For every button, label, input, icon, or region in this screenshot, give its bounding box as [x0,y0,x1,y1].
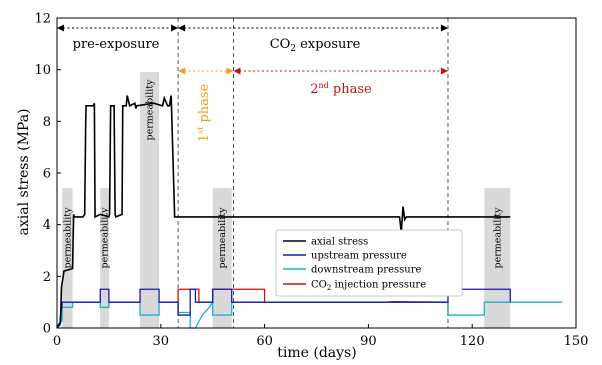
co2-exposure-label: CO2 exposure [270,37,361,54]
pre-exposure-arrow-head-right [171,24,179,32]
permeability-band [484,188,511,328]
second-phase-arrow-head-right [440,67,448,75]
legend: axial stress upstream pressure downstrea… [275,229,463,297]
y-tick-label: 6 [43,167,51,182]
permeability-band-label: permeability [100,207,111,269]
first-phase-arrow [178,67,234,75]
second-phase-arrow-head-left [233,67,241,75]
second-phase-label: 2nd phase [310,81,372,97]
first-phase-arrow-head-right [226,67,234,75]
series-line-axial-stress [56,95,511,329]
co2-exposure-arrow-head-left [178,24,186,32]
legend-label-upstream: upstream pressure [311,251,407,262]
y-tick-label: 4 [43,218,51,233]
legend-label-downstream: downstream pressure [311,265,421,276]
x-tick-label: 150 [564,334,589,349]
y-axis-title: axial stress (MPa) [16,109,32,236]
co2-exposure-arrow-head-right [440,24,448,32]
pre-exposure-arrow-head-left [57,24,64,32]
x-tick-label: 30 [153,334,170,349]
x-tick-label: 60 [256,334,273,349]
axis-ticks: 0 30 60 90 120 150 0 2 4 6 8 10 12 [34,12,588,350]
permeability-band [62,188,73,328]
series-lines [56,95,563,329]
phase-span-arrows [57,24,448,75]
permeability-band-label: permeability [62,207,73,269]
co2-exposure-arrow [178,24,448,32]
legend-label-axial-stress: axial stress [311,237,368,248]
permeability-band [100,188,109,328]
permeability-band [212,188,232,328]
permeability-band-label: permeability [145,79,156,141]
x-tick-label: 90 [360,334,377,349]
x-tick-label: 0 [53,334,61,349]
phase-divider-lines [177,18,449,328]
y-tick-label: 0 [43,322,51,337]
legend-box [275,229,463,297]
permeability-bands: permeability permeability permeability perm… [62,72,511,328]
pre-exposure-label: pre-exposure [73,37,160,52]
y-tick-label: 12 [34,12,51,27]
x-tick-label: 120 [460,334,485,349]
y-tick-label: 8 [43,115,51,130]
series-line-upstream [57,288,511,327]
first-phase-label: 1st phase [196,83,212,142]
permeability-band-label: permeability [492,207,503,269]
permeability-band [140,72,160,328]
x-axis-title: time (days) [277,345,356,361]
y-tick-label: 10 [34,63,51,78]
second-phase-arrow [233,67,448,75]
y-tick-label: 2 [43,270,51,285]
pre-exposure-arrow [57,24,179,32]
permeability-band-label: permeability [217,207,228,269]
first-phase-arrow-head-left [178,67,186,75]
legend-label-co2-injection: CO2 injection pressure [311,280,426,293]
